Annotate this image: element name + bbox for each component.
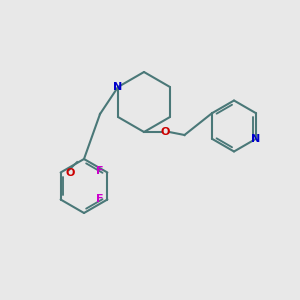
Text: O: O (65, 167, 74, 178)
Text: N: N (113, 82, 123, 92)
Text: F: F (96, 194, 104, 205)
Text: F: F (96, 166, 104, 176)
Text: N: N (251, 134, 261, 144)
Text: O: O (160, 127, 170, 137)
